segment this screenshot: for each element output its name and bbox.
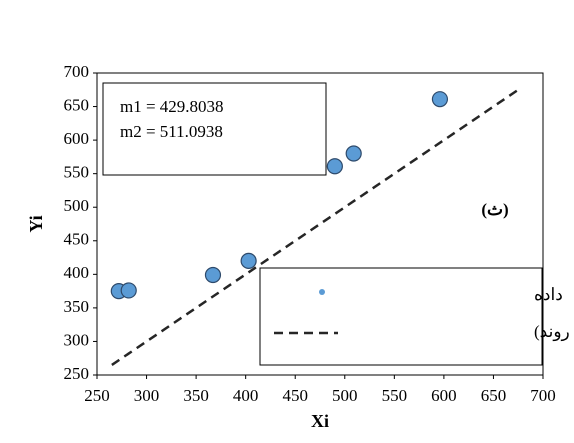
data-point <box>345 145 362 162</box>
data-point <box>326 158 343 175</box>
data-point <box>204 266 222 284</box>
panel-label: (ث) <box>481 200 508 219</box>
x-tick-label: 400 <box>233 386 259 405</box>
y-axis-title: Yi <box>26 215 46 232</box>
y-tick-label: 300 <box>64 330 90 349</box>
x-tick-label: 450 <box>282 386 308 405</box>
x-tick-label: 650 <box>481 386 507 405</box>
legend-label: Linear (بدون روند) <box>534 322 574 342</box>
annotation-box <box>102 82 327 176</box>
y-tick-label: 250 <box>64 364 90 383</box>
trend-line <box>111 88 519 366</box>
x-tick-label: 550 <box>382 386 408 405</box>
x-tick-label: 600 <box>431 386 457 405</box>
data-point <box>120 282 137 299</box>
y-tick-label: 650 <box>64 95 90 114</box>
x-axis-title: Xi <box>311 411 329 431</box>
data-point <box>240 252 257 270</box>
legend-box <box>259 267 543 366</box>
y-tick-label: 550 <box>64 163 90 182</box>
x-tick-label: 300 <box>134 386 160 405</box>
y-tick-label: 450 <box>64 230 90 249</box>
x-tick-label: 700 <box>530 386 556 405</box>
annotation: m2 = 511.0938 <box>120 122 223 141</box>
y-tick-label: 500 <box>64 196 90 215</box>
y-tick-label: 600 <box>64 129 90 148</box>
x-tick-label: 250 <box>84 386 110 405</box>
legend-label: داده <box>534 285 563 304</box>
x-tick-label: 500 <box>332 386 358 405</box>
data-point <box>431 91 449 108</box>
y-tick-label: 400 <box>64 263 90 282</box>
legend-marker <box>319 289 325 295</box>
plot-frame <box>96 72 544 376</box>
x-tick-label: 350 <box>183 386 209 405</box>
y-tick-label: 350 <box>64 297 90 316</box>
y-tick-label: 700 <box>64 62 90 81</box>
annotation: m1 = 429.8038 <box>120 97 224 116</box>
